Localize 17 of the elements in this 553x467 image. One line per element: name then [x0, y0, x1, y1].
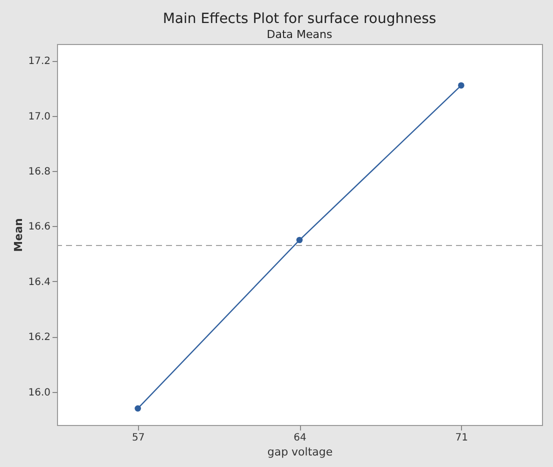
- point: [296, 236, 303, 244]
- y-axis-title: Mean: [12, 218, 26, 252]
- y-tick-label: 16.0: [28, 387, 50, 398]
- y-tick-label: 16.6: [28, 222, 50, 233]
- y-tick-label: 16.2: [28, 332, 50, 344]
- point: [458, 82, 464, 89]
- chart-title: Main Effects Plot for surface roughness: [162, 11, 436, 27]
- y-tick-label: 17.0: [28, 111, 50, 122]
- chart-subtitle: Data Means: [266, 28, 332, 41]
- x-tick-label: 57: [132, 432, 145, 444]
- y-tick-label: 17.2: [28, 56, 50, 68]
- y-tick-label: 16.4: [28, 276, 50, 288]
- y-tick-label: 16.8: [28, 166, 50, 178]
- x-tick-label: 71: [455, 432, 468, 444]
- x-tick-label: 64: [294, 432, 306, 444]
- x-axis-title: gap voltage: [267, 446, 333, 458]
- point: [134, 405, 141, 412]
